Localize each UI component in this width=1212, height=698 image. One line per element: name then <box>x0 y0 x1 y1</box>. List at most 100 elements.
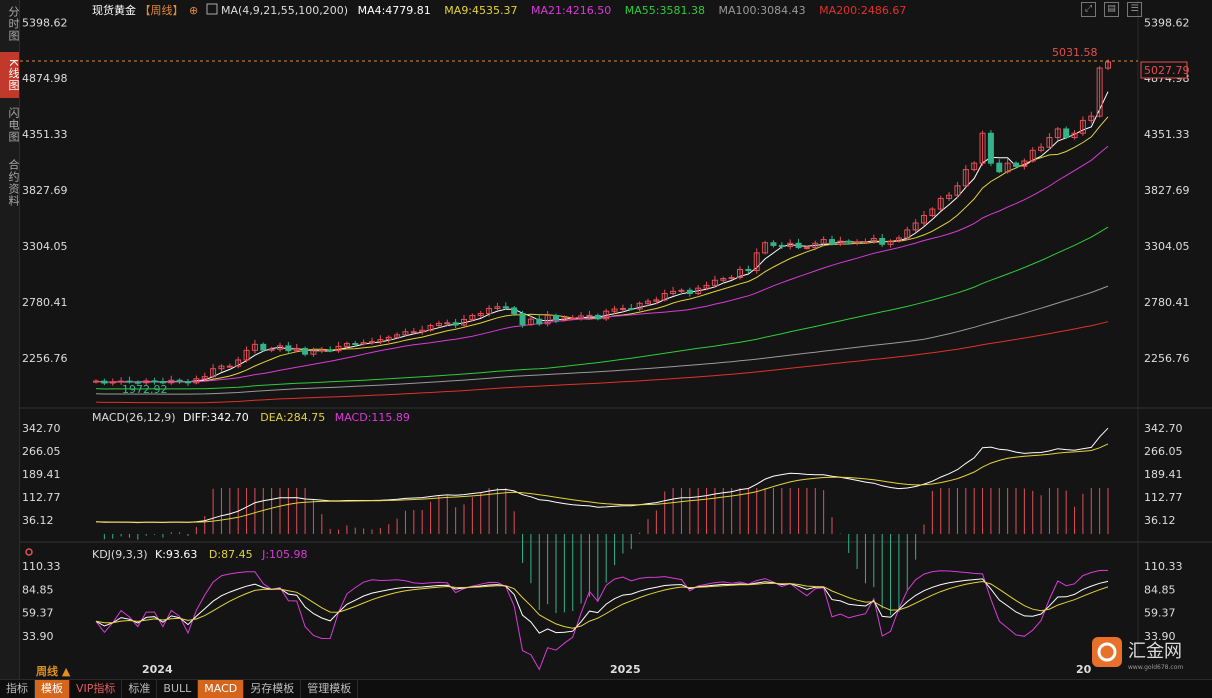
candle-body[interactable] <box>159 381 166 384</box>
candle-body[interactable] <box>527 318 534 326</box>
candle-body[interactable] <box>686 289 693 295</box>
candle-body[interactable] <box>1088 115 1095 121</box>
candle-body[interactable] <box>753 252 760 272</box>
candle-body[interactable] <box>143 380 150 384</box>
tab-save-template[interactable]: 另存模板 <box>244 680 302 698</box>
candle-body[interactable] <box>519 312 526 326</box>
candle-body[interactable] <box>996 162 1003 173</box>
candle-body[interactable] <box>511 307 518 314</box>
candle-body[interactable] <box>569 317 576 320</box>
candle-body[interactable] <box>770 242 777 246</box>
candle-body[interactable] <box>937 197 944 210</box>
candle-body[interactable] <box>318 349 325 352</box>
candle-body[interactable] <box>327 349 334 352</box>
candle-body[interactable] <box>854 241 861 244</box>
candle-body[interactable] <box>628 307 635 310</box>
candle-body[interactable] <box>895 237 902 242</box>
candle-body[interactable] <box>829 239 835 245</box>
candle-body[interactable] <box>536 318 543 325</box>
candle-body[interactable] <box>402 331 409 336</box>
candle-body[interactable] <box>502 306 509 309</box>
candle-body[interactable] <box>369 341 375 344</box>
candle-body[interactable] <box>578 315 585 319</box>
side-tab-lightning[interactable]: 闪电图 <box>7 107 20 143</box>
candle-body[interactable] <box>645 300 651 304</box>
candle-body[interactable] <box>1046 137 1053 148</box>
candle-body[interactable] <box>553 315 559 321</box>
candle-body[interactable] <box>1071 132 1078 139</box>
candle-body[interactable] <box>151 380 158 383</box>
layout-icon[interactable]: ☰ <box>1127 2 1142 17</box>
candle-body[interactable] <box>845 240 852 243</box>
candle-body[interactable] <box>795 242 802 249</box>
candle-body[interactable] <box>870 237 877 243</box>
candle-body[interactable] <box>1063 128 1070 139</box>
candle-body[interactable] <box>293 347 300 352</box>
chart-settings-icon[interactable]: ▤ <box>1104 2 1119 17</box>
tab-macd[interactable]: MACD <box>198 680 245 698</box>
candle-body[interactable] <box>268 348 275 351</box>
candle-body[interactable] <box>812 242 819 249</box>
candle-body[interactable] <box>335 345 342 352</box>
candle-body[interactable] <box>720 278 727 281</box>
candle-body[interactable] <box>394 334 401 338</box>
candle-body[interactable] <box>360 342 367 345</box>
candle-body[interactable] <box>109 381 116 384</box>
candle-body[interactable] <box>619 307 626 310</box>
candle-body[interactable] <box>1021 160 1028 167</box>
candle-body[interactable] <box>235 359 242 367</box>
candle-body[interactable] <box>302 347 309 355</box>
candle-body[interactable] <box>410 331 417 334</box>
tab-template[interactable]: 模板 <box>35 680 70 698</box>
candle-body[interactable] <box>134 381 141 384</box>
candle-body[interactable] <box>285 345 292 352</box>
candle-body[interactable] <box>946 194 953 199</box>
candle-body[interactable] <box>251 343 258 351</box>
candle-body[interactable] <box>452 322 459 326</box>
candle-body[interactable] <box>695 287 702 295</box>
candle-body[interactable] <box>1004 162 1011 173</box>
candle-body[interactable] <box>778 244 785 247</box>
candle-body[interactable] <box>260 343 267 351</box>
candle-body[interactable] <box>427 325 434 331</box>
candle-body[interactable] <box>118 380 125 383</box>
candle-body[interactable] <box>544 315 551 325</box>
candle-body[interactable] <box>377 339 384 343</box>
candle-body[interactable] <box>703 284 710 289</box>
candle-body[interactable] <box>126 380 133 383</box>
candle-body[interactable] <box>879 237 886 245</box>
candle-body[interactable] <box>176 379 183 383</box>
side-tab-timeshare[interactable]: 分时图 <box>7 6 20 42</box>
candle-body[interactable] <box>837 240 844 245</box>
candle-body[interactable] <box>185 381 191 384</box>
candle-body[interactable] <box>971 162 978 171</box>
candle-body[interactable] <box>1013 162 1019 167</box>
candle-body[interactable] <box>1029 149 1036 162</box>
candle-body[interactable] <box>737 268 743 278</box>
candle-body[interactable] <box>168 379 175 384</box>
candle-body[interactable] <box>1054 128 1061 139</box>
candle-body[interactable] <box>444 322 451 325</box>
candle-body[interactable] <box>419 329 426 333</box>
candle-body[interactable] <box>210 368 217 378</box>
candle-body[interactable] <box>711 279 718 286</box>
candle-body[interactable] <box>277 345 283 350</box>
candle-body[interactable] <box>93 380 99 383</box>
tab-manage-template[interactable]: 管理模板 <box>301 680 359 698</box>
candle-body[interactable] <box>310 349 317 355</box>
candle-body[interactable] <box>435 322 442 327</box>
candle-body[interactable] <box>611 308 618 312</box>
tab-vip-indicator[interactable]: VIP指标 <box>70 680 123 698</box>
candle-body[interactable] <box>653 299 660 302</box>
candle-body[interactable] <box>352 343 359 346</box>
candle-body[interactable] <box>101 380 108 384</box>
candle-body[interactable] <box>636 302 643 310</box>
period-button[interactable]: 周线 ▲ <box>36 664 71 678</box>
candle-body[interactable] <box>561 317 568 321</box>
candle-body[interactable] <box>670 290 677 295</box>
candle-body[interactable] <box>1096 67 1103 117</box>
tab-standard[interactable]: 标准 <box>122 680 158 698</box>
candle-body[interactable] <box>1038 146 1045 151</box>
chart-area[interactable]: 5398.62 4874.98 4351.33 3827.69 3304.05 2780.… <box>20 0 1212 679</box>
candle-body[interactable] <box>477 312 484 317</box>
